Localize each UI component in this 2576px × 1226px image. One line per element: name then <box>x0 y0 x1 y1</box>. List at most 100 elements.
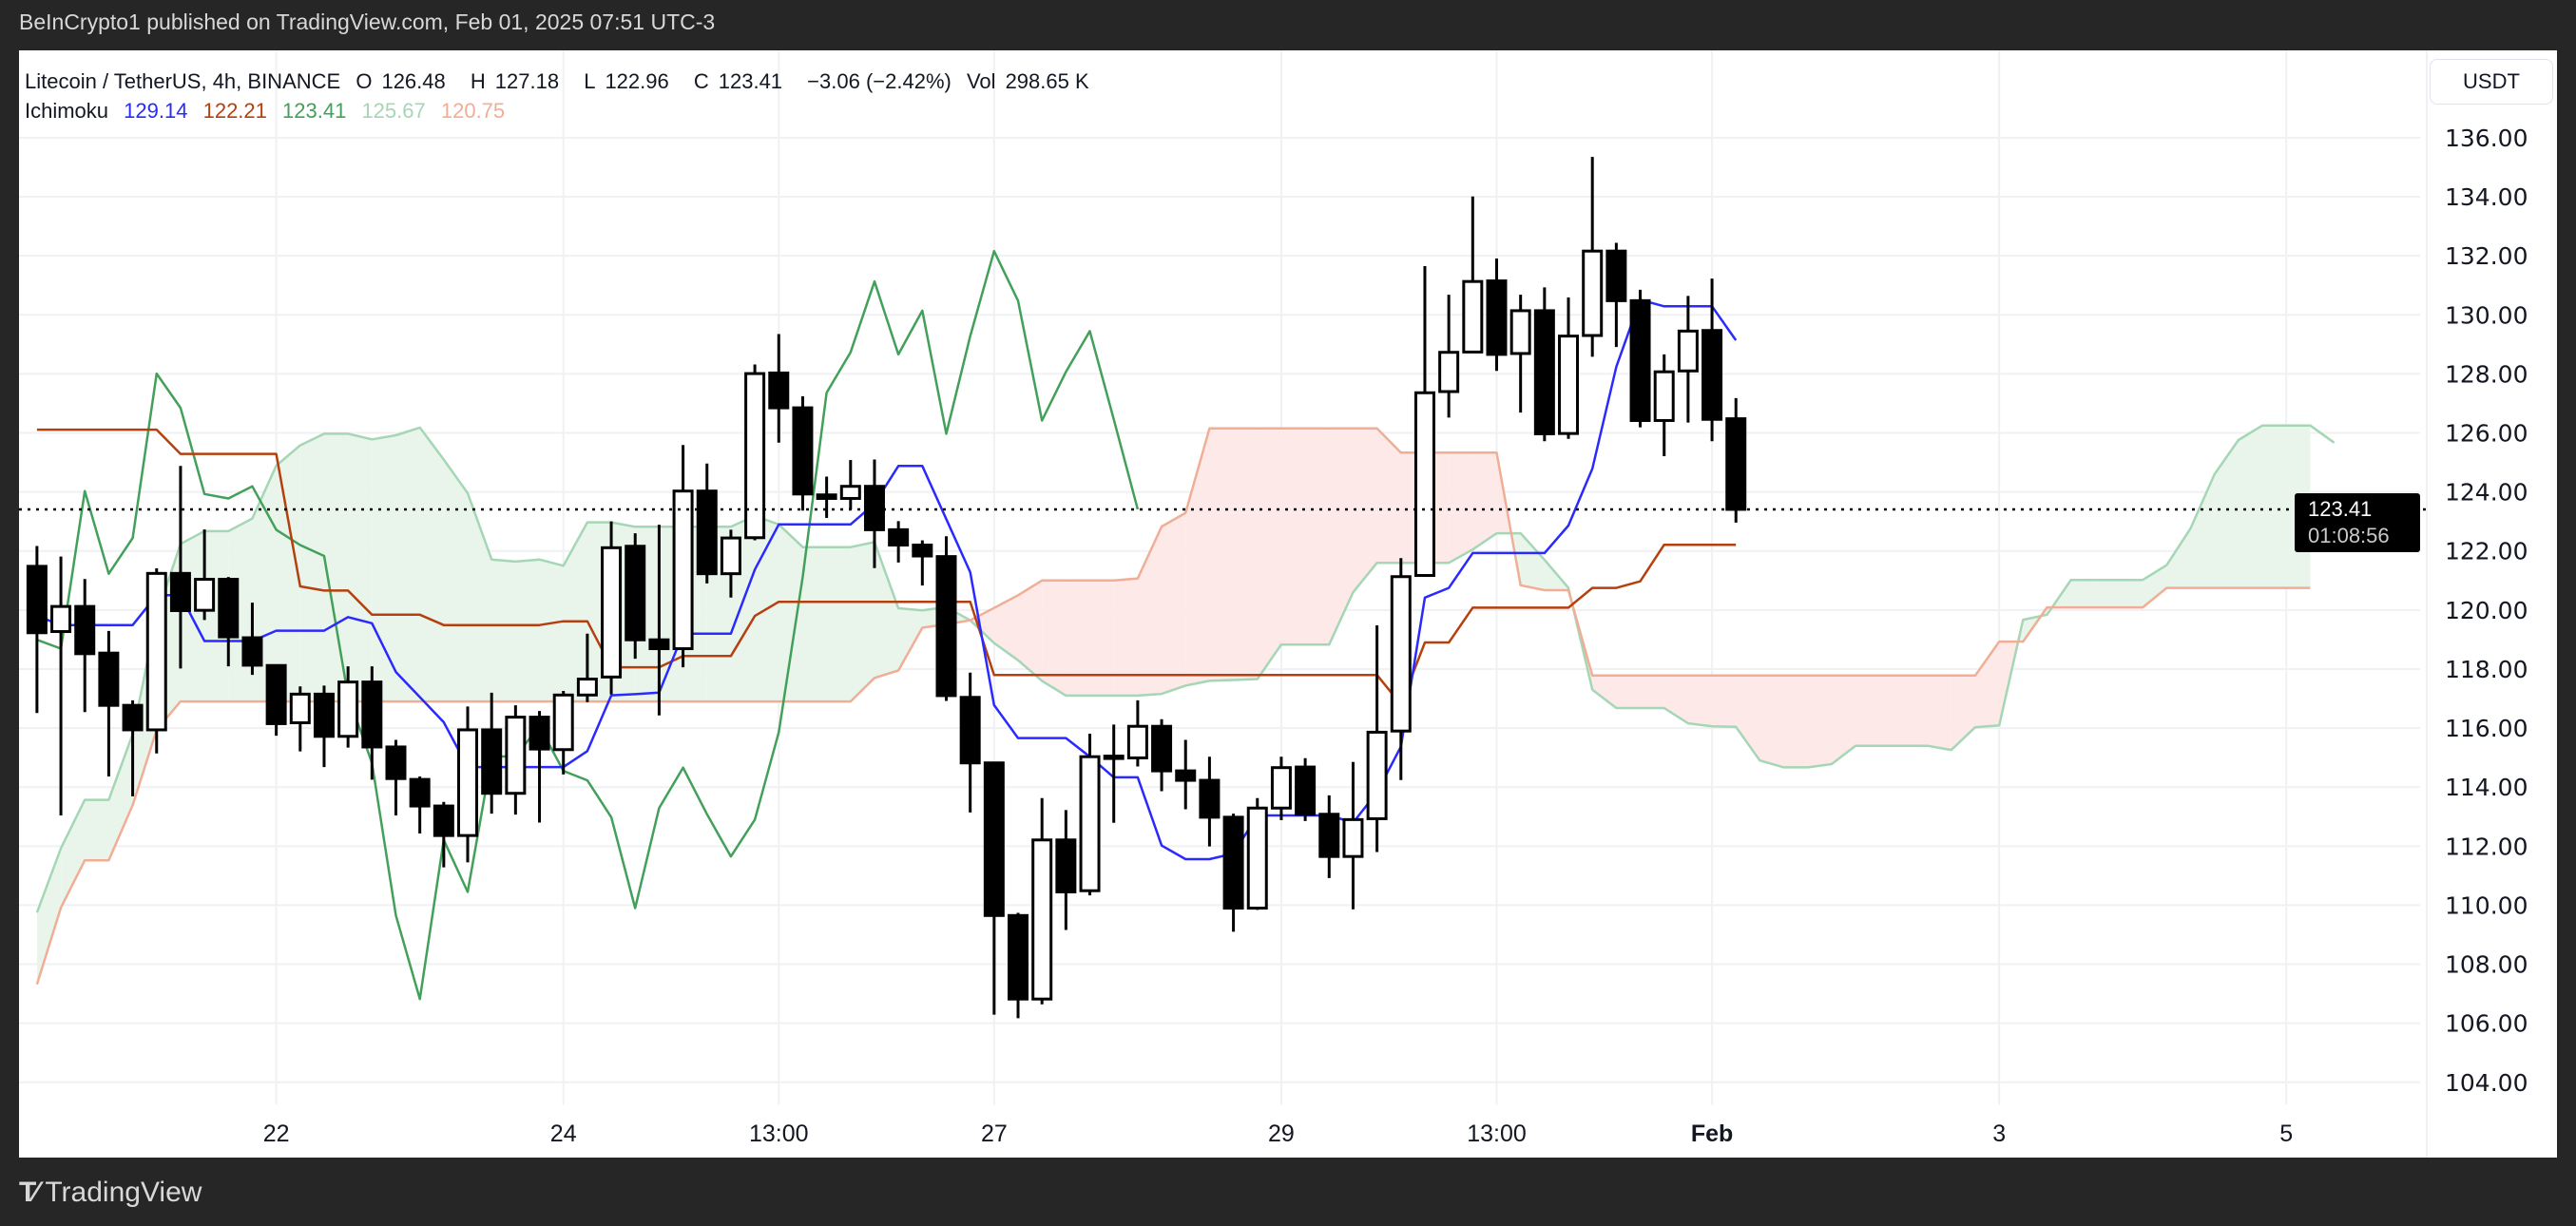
candle-body-up <box>839 485 861 500</box>
candle-body-down <box>433 804 454 837</box>
price-tick-label: 128.00 <box>2445 360 2528 388</box>
time-tick-label: 3 <box>1992 1121 2006 1147</box>
candle-body-down <box>361 680 383 749</box>
candle-body-up <box>1126 724 1148 759</box>
cloud-segment <box>372 435 396 702</box>
candle-body-up <box>1582 249 1604 337</box>
cloud-segment <box>2094 580 2119 608</box>
cloud-segment <box>348 433 373 702</box>
cloud-segment <box>1280 428 1306 645</box>
ohlc-high: H 127.18 <box>471 69 568 93</box>
tradingview-logo-icon: T∕ <box>19 1177 38 1208</box>
cloud-segment <box>539 559 564 702</box>
price-tick-label: 106.00 <box>2445 1010 2528 1038</box>
cloud-segment <box>1807 675 1832 768</box>
cloud-segment <box>563 522 587 702</box>
candle <box>1103 724 1125 823</box>
bar-countdown: 01:08:56 <box>2308 524 2390 547</box>
candle-body-down <box>696 489 718 576</box>
candle <box>505 705 527 815</box>
price-tick-label: 122.00 <box>2445 538 2528 565</box>
cloud-segment <box>204 530 229 702</box>
candle <box>863 459 885 568</box>
candle <box>409 776 431 833</box>
candle-body-up <box>576 678 598 697</box>
candle <box>1008 912 1029 1019</box>
candle-body-down <box>1486 279 1508 356</box>
candle <box>194 529 216 621</box>
candle <box>1533 287 1555 442</box>
cloud-segment <box>419 427 444 702</box>
candle <box>1605 242 1627 348</box>
time-tick-label: 24 <box>550 1121 577 1147</box>
low-label: L <box>584 69 596 93</box>
close-label: C <box>693 69 709 93</box>
candle <box>1295 757 1317 821</box>
cloud-segment <box>1736 675 1760 761</box>
candle <box>888 521 910 563</box>
candle-body-down <box>1605 249 1627 302</box>
currency-button[interactable]: USDT <box>2430 59 2553 105</box>
candle <box>1653 354 1675 457</box>
candle <box>1438 295 1460 418</box>
candle <box>625 533 646 660</box>
indicator-title[interactable]: Ichimoku <box>25 99 109 123</box>
candle <box>983 761 1005 1015</box>
candle <box>50 556 72 816</box>
price-tick-label: 130.00 <box>2445 301 2528 329</box>
candle-body-up <box>1653 370 1675 422</box>
symbol-legend: Litecoin / TetherUS, 4h, BINANCE O 126.48… <box>25 69 1108 94</box>
candle-body-down <box>888 527 910 547</box>
candle-body-up <box>505 716 527 795</box>
candle-body-down <box>1295 765 1317 816</box>
candle <box>1462 196 1484 354</box>
tradingview-brand[interactable]: T∕ TradingView <box>19 1177 202 1209</box>
candle-body-down <box>959 696 981 765</box>
cloud-segment <box>324 433 349 702</box>
candle-body-down <box>816 493 837 500</box>
candle <box>601 521 623 695</box>
price-change: −3.06 (−2.42%) <box>807 69 952 93</box>
candle-body-up <box>145 571 167 732</box>
candle-body-up <box>1413 391 1435 578</box>
candle <box>648 525 670 716</box>
cloud-segment <box>515 559 540 702</box>
candle-body-down <box>648 638 670 651</box>
candle-body-up <box>1462 279 1484 354</box>
price-tick-label: 134.00 <box>2445 183 2528 211</box>
cloud-segment <box>1712 675 1737 727</box>
candle-body-down <box>241 636 263 667</box>
cloud-segment <box>2238 425 2263 588</box>
candle <box>1390 558 1412 780</box>
ohlc-close: C 123.41 <box>694 69 792 93</box>
senkou-span-b-line <box>35 427 2311 986</box>
candle-body-down <box>1008 913 1029 1001</box>
candle <box>552 690 574 775</box>
candle <box>1151 718 1173 792</box>
last-price-label: 123.41 01:08:56 <box>2295 493 2420 552</box>
candle-body-down <box>74 604 96 656</box>
candle <box>912 540 933 586</box>
candle-body-up <box>1677 329 1699 373</box>
price-tick-label: 120.00 <box>2445 597 2528 624</box>
time-tick-label: 13:00 <box>749 1121 809 1147</box>
cloud-segment <box>2143 565 2167 608</box>
price-tick-label: 108.00 <box>2445 951 2528 979</box>
time-tick-label: 22 <box>263 1121 290 1147</box>
candle <box>529 711 550 823</box>
candle-body-down <box>1318 813 1340 858</box>
candle <box>122 699 144 796</box>
candle-body-down <box>409 777 431 808</box>
time-axis[interactable]: 22 24 13:00 27 29 13:00 Feb 3 5 <box>263 1121 2293 1147</box>
candle <box>1055 810 1077 930</box>
ichimoku-lines <box>35 249 2336 1001</box>
candle-body-down <box>265 663 287 725</box>
cloud-segment <box>2166 527 2191 588</box>
cloud-segment <box>1879 675 1904 746</box>
cloud-segment <box>2119 580 2143 608</box>
price-axis[interactable]: 104.00 106.00 108.00 110.00 112.00 114.00 116.… <box>2445 125 2528 1097</box>
symbol-title[interactable]: Litecoin / TetherUS, 4h, BINANCE <box>25 69 341 93</box>
cloud-segment <box>993 595 1018 661</box>
